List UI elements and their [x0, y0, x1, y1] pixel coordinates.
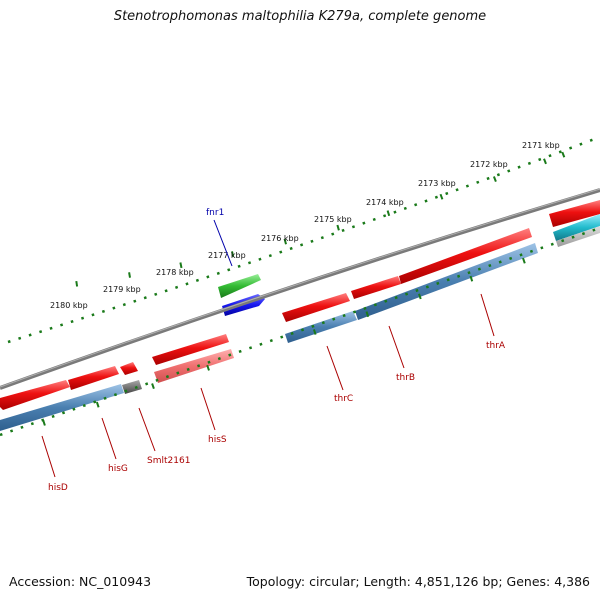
hisD-label-line — [41, 435, 56, 478]
major-tick — [283, 238, 287, 245]
cds-forward-track — [0, 200, 600, 410]
thrA-label-line — [480, 293, 495, 337]
scale-ring: 2171 kbp 2172 kbp 2173 kbp 2174 kbp 2175… — [7, 135, 600, 344]
inner-major-tick — [151, 383, 155, 390]
scale-label: 2177 kbp — [208, 251, 246, 260]
major-tick — [231, 251, 235, 258]
inner-major-tick — [42, 419, 46, 426]
major-tick — [128, 272, 131, 278]
track-feature-smlt2161[interactable] — [122, 380, 142, 394]
cds-feature[interactable] — [120, 362, 138, 375]
major-tick — [336, 224, 340, 231]
inner-scale-dots — [0, 226, 600, 437]
hisG-label: hisG — [108, 464, 128, 474]
inner-major-tick — [206, 364, 210, 371]
gene-label-thrC: thrC — [326, 345, 353, 404]
genome-summary-text: Topology: circular; Length: 4,851,126 bp… — [246, 574, 590, 589]
scale-label: 2174 kbp — [366, 198, 404, 207]
major-tick — [492, 176, 497, 182]
track-feature[interactable] — [0, 384, 124, 431]
track-feature[interactable] — [285, 311, 357, 343]
gene-label-smlt2161: Smlt2161 — [138, 407, 190, 466]
gene-label-hisS: hisS — [200, 387, 227, 445]
hisS-label: hisS — [208, 435, 227, 445]
cds-feature[interactable] — [68, 366, 119, 390]
track-feature-hisS-light[interactable] — [154, 349, 234, 383]
inner-major-tick — [522, 257, 526, 264]
gene-label-hisG: hisG — [101, 417, 128, 474]
major-tick — [543, 158, 547, 165]
cds-feature[interactable] — [282, 293, 350, 322]
scale-label: 2172 kbp — [470, 160, 508, 169]
major-tick — [561, 151, 566, 158]
smlt2161-label: Smlt2161 — [147, 456, 190, 466]
hisG-label-line — [101, 417, 117, 460]
scale-label: 2175 kbp — [314, 215, 352, 224]
cds-feature[interactable] — [0, 380, 70, 410]
fnr1-label: fnr1 — [206, 208, 224, 218]
gene-label-thrB: thrB — [388, 325, 415, 383]
genome-backbone — [0, 188, 600, 390]
thrA-label: thrA — [486, 341, 506, 351]
thrB-label-line — [388, 325, 405, 369]
genome-backbone-highlight — [0, 188, 600, 388]
scale-label: 2179 kbp — [103, 285, 141, 294]
scale-label: 2171 kbp — [522, 141, 560, 150]
inner-major-tick — [418, 293, 422, 300]
major-tick — [386, 210, 391, 217]
inner-scale-ring — [0, 226, 600, 437]
scale-label: 2178 kbp — [156, 268, 194, 277]
gene-label-thrA: thrA — [480, 293, 506, 351]
major-tick — [179, 262, 183, 269]
scale-major-ticks — [75, 151, 566, 287]
map-title: Stenotrophomonas maltophilia K279a, comp… — [113, 9, 487, 24]
track-feature-gray[interactable] — [556, 226, 600, 247]
smlt2161-label-line — [138, 407, 156, 452]
inner-major-tick — [469, 275, 474, 282]
cds-second-track — [0, 214, 600, 431]
hisD-label: hisD — [48, 483, 68, 493]
gene-label-hisD: hisD — [41, 435, 68, 493]
accession-text: Accession: NC_010943 — [9, 574, 152, 589]
inner-major-tick — [365, 311, 370, 318]
scale-dots — [7, 135, 600, 344]
cds-feature-hisS[interactable] — [152, 334, 229, 365]
thrC-label: thrC — [334, 394, 353, 404]
inner-major-tick — [95, 401, 100, 408]
fnr1-green-feature[interactable] — [218, 274, 261, 298]
cds-feature[interactable] — [549, 200, 600, 227]
scale-label: 2180 kbp — [50, 301, 88, 310]
thrB-label: thrB — [396, 373, 415, 383]
inner-major-tick — [312, 329, 317, 335]
inner-major-ticks — [42, 257, 526, 426]
hisS-label-line — [200, 387, 216, 431]
track-feature-cyan[interactable] — [553, 214, 600, 241]
major-tick — [439, 193, 444, 200]
track-feature[interactable] — [355, 243, 538, 320]
major-tick — [75, 280, 79, 287]
thrC-label-line — [326, 345, 344, 391]
scale-label: 2173 kbp — [418, 179, 456, 188]
cds-feature[interactable] — [351, 276, 401, 299]
fnr1-label-line — [213, 219, 233, 267]
scale-label: 2176 kbp — [261, 234, 299, 243]
cds-feature-thrA[interactable] — [399, 228, 532, 284]
